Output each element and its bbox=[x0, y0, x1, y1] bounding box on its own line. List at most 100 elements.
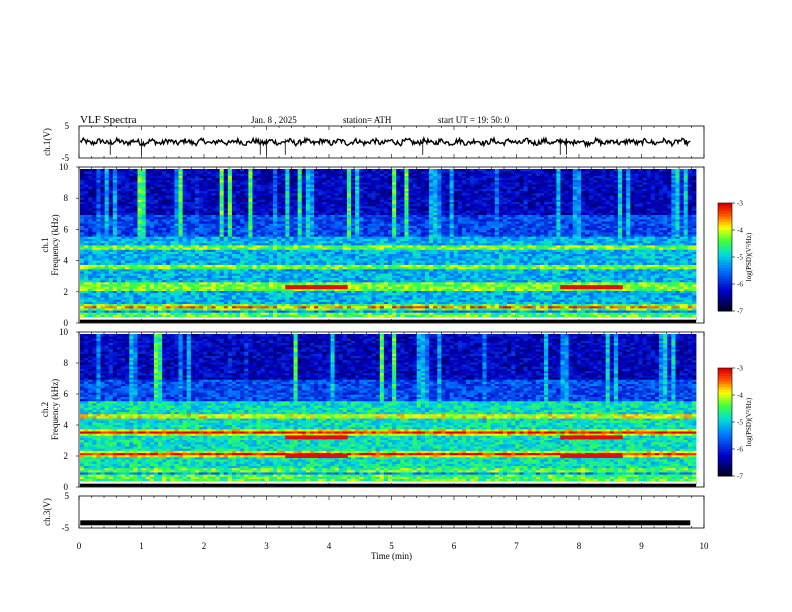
spectrogram-cell bbox=[215, 186, 221, 189]
spectrogram-cell bbox=[236, 258, 241, 261]
spectrogram-cell bbox=[100, 271, 106, 274]
spectrogram-cell bbox=[293, 221, 299, 224]
spectrogram-cell bbox=[219, 201, 225, 205]
spectrogram-cell bbox=[100, 297, 106, 300]
spectrogram-cell bbox=[236, 236, 241, 239]
spectrogram-cell bbox=[108, 303, 114, 307]
spectrogram-cell bbox=[166, 197, 171, 200]
spectrogram-cell bbox=[186, 192, 192, 196]
spectrogram-cell bbox=[186, 205, 192, 209]
spectrogram-cell bbox=[240, 247, 245, 250]
spectrogram-cell bbox=[338, 208, 344, 211]
spectrogram-cell bbox=[305, 175, 311, 179]
spectrogram-cell bbox=[166, 242, 171, 246]
spectrogram-cell bbox=[170, 212, 175, 215]
spectrogram-cell bbox=[96, 301, 101, 305]
spectrogram-cell bbox=[170, 225, 175, 229]
spectrogram-cell bbox=[318, 314, 323, 318]
spectrogram-cell bbox=[149, 186, 155, 189]
spectrogram-cell bbox=[199, 286, 204, 289]
spectrogram-cell bbox=[116, 182, 122, 185]
spectrogram-cell bbox=[277, 301, 282, 305]
spectrogram-cell bbox=[96, 245, 101, 248]
spectrogram-cell bbox=[96, 190, 101, 194]
spectrogram-cell bbox=[244, 288, 249, 291]
spectrogram-cell bbox=[194, 190, 200, 194]
spectrogram-cell bbox=[162, 275, 167, 278]
spectrogram-cell bbox=[100, 249, 106, 252]
spectrogram-cell bbox=[273, 286, 278, 289]
spectrogram-cell bbox=[80, 253, 85, 257]
spectrogram-cell bbox=[199, 197, 204, 200]
spectrogram-cell bbox=[104, 205, 110, 209]
spectrogram-cell bbox=[240, 192, 245, 196]
spectrogram-cell bbox=[158, 312, 163, 315]
spectrogram-cell bbox=[84, 229, 89, 233]
spectrogram-cell bbox=[199, 214, 204, 218]
spectrogram-cell bbox=[121, 258, 126, 261]
spectrogram-cell bbox=[141, 184, 147, 187]
spectrogram-cell bbox=[248, 169, 253, 172]
spectrogram-cell bbox=[186, 175, 192, 179]
spectrogram-cell bbox=[207, 299, 212, 302]
spectrogram-cell bbox=[194, 310, 200, 313]
spectrogram-cell bbox=[88, 177, 93, 181]
spectrogram-cell bbox=[186, 307, 192, 311]
spectrogram-cell bbox=[244, 251, 249, 255]
spectrogram-cell bbox=[281, 188, 286, 192]
spectrogram-cell bbox=[199, 301, 204, 305]
spectrogram-cell bbox=[338, 212, 344, 215]
spectrogram-cell bbox=[182, 260, 188, 263]
spectrogram-cell bbox=[211, 203, 216, 207]
spectrogram-cell bbox=[84, 216, 89, 220]
spectrogram-cell bbox=[330, 275, 336, 278]
spectrogram-cell bbox=[223, 227, 229, 231]
spectrogram-cell bbox=[158, 307, 163, 311]
spectrogram-cell bbox=[158, 249, 163, 252]
spectrogram-cell bbox=[223, 266, 229, 270]
spectrogram-cell bbox=[141, 273, 147, 276]
spectrogram-cell bbox=[322, 281, 327, 285]
spectrogram-cell bbox=[174, 301, 179, 305]
spectrogram-cell bbox=[137, 212, 142, 215]
spectrogram-cell bbox=[342, 179, 348, 183]
spectrogram-cell bbox=[227, 192, 233, 196]
spectrogram-cell bbox=[137, 284, 142, 287]
spectrogram-cell bbox=[281, 301, 286, 305]
spectrogram-cell bbox=[125, 210, 130, 213]
spectrogram-cell bbox=[285, 208, 290, 211]
spectrogram-cell bbox=[186, 225, 192, 229]
spectrogram-cell bbox=[318, 231, 323, 235]
spectrogram-cell bbox=[342, 234, 348, 237]
spectrogram-cell bbox=[121, 171, 126, 174]
spectrogram-cell bbox=[322, 201, 327, 205]
spectrogram-cell bbox=[309, 251, 315, 255]
spectrogram-cell bbox=[268, 288, 274, 291]
spectrogram-cell bbox=[121, 236, 126, 239]
spectrogram-cell bbox=[351, 266, 356, 270]
spectrogram-cell bbox=[244, 310, 249, 313]
spectrogram-cell bbox=[112, 201, 118, 205]
spectrogram-cell bbox=[256, 284, 262, 287]
spectrogram-cell bbox=[121, 266, 126, 270]
spectrogram-cell bbox=[322, 216, 327, 220]
spectrogram-cell bbox=[162, 221, 167, 224]
spectrogram-cell bbox=[219, 268, 225, 272]
spectrogram-cell bbox=[227, 208, 233, 211]
spectrogram-cell bbox=[301, 305, 307, 309]
spectrogram-cell bbox=[334, 281, 340, 285]
spectrogram-cell bbox=[338, 171, 344, 174]
spectrogram-cell bbox=[297, 225, 303, 229]
spectrogram-cell bbox=[305, 179, 311, 183]
spectrogram-cell bbox=[141, 199, 147, 202]
spectrogram-cell bbox=[264, 214, 270, 218]
spectrogram-cell bbox=[244, 253, 249, 257]
spectrogram-cell bbox=[92, 286, 97, 289]
spectrogram-cell bbox=[285, 195, 290, 198]
spectrogram-cell bbox=[84, 223, 89, 226]
spectrogram-cell bbox=[108, 208, 114, 211]
spectrogram-cell bbox=[338, 264, 344, 268]
spectrogram-cell bbox=[252, 294, 257, 298]
spectrogram-cell bbox=[108, 264, 114, 268]
spectrogram-cell bbox=[145, 310, 151, 313]
